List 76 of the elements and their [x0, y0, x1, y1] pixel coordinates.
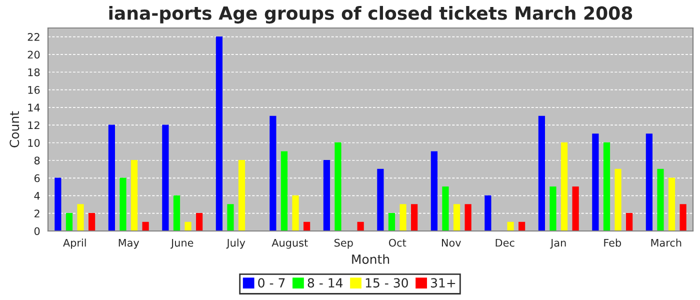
- x-tick-label: Nov: [442, 238, 461, 247]
- x-tick-label: Oct: [388, 238, 406, 247]
- x-tick-label: Sep: [334, 238, 353, 249]
- bar: [507, 222, 514, 231]
- bar: [270, 116, 276, 231]
- y-tick-label: 8: [34, 156, 40, 164]
- bar: [646, 134, 652, 231]
- bar: [216, 36, 222, 231]
- y-tick-label: 4: [34, 192, 40, 200]
- bar: [280, 151, 288, 231]
- y-axis-title: Count: [10, 111, 20, 148]
- bar: [603, 142, 610, 231]
- bar: [592, 134, 599, 231]
- legend-label: 0 - 7: [258, 278, 285, 288]
- y-tick-label: 14: [28, 104, 40, 112]
- bar: [680, 204, 686, 231]
- bar: [442, 186, 449, 231]
- bar: [518, 222, 526, 231]
- bar: [184, 222, 192, 231]
- x-tick-label: Feb: [604, 238, 622, 247]
- x-axis-title: Month: [352, 254, 390, 264]
- y-tick-label: 2: [34, 210, 40, 218]
- bar: [388, 213, 396, 231]
- bar: [377, 168, 384, 231]
- y-tick-label: 22: [28, 33, 40, 41]
- bar: [77, 204, 84, 231]
- bar: [292, 195, 299, 231]
- bar: [323, 160, 330, 231]
- bar: [626, 213, 633, 231]
- bar: [162, 124, 169, 231]
- bar: [142, 222, 149, 231]
- x-tick-label: May: [118, 238, 140, 249]
- bar: [464, 204, 472, 231]
- y-tick-label: 10: [28, 138, 40, 147]
- legend-label: 31+: [430, 278, 456, 288]
- bar: [54, 178, 62, 231]
- bar: [173, 195, 180, 231]
- y-tick-label: 18: [28, 68, 40, 76]
- bar: [66, 213, 73, 231]
- bar: [357, 222, 364, 231]
- x-tick-label: Dec: [496, 238, 514, 247]
- y-tick-label: 16: [28, 86, 40, 94]
- bar: [657, 168, 664, 231]
- bar: [130, 160, 138, 231]
- x-tick-label: Jan: [550, 238, 566, 249]
- bar: [227, 204, 234, 231]
- bar: [453, 204, 460, 231]
- chart-title: iana-ports Age groups of closed tickets March 2008: [109, 6, 632, 24]
- legend-label: 8 - 14: [308, 278, 343, 288]
- x-tick-label: April: [63, 238, 86, 249]
- y-tick-label: 6: [34, 174, 40, 182]
- y-tick-label: 12: [28, 121, 40, 130]
- bar: [400, 204, 406, 231]
- bar: [550, 186, 556, 231]
- bar: [238, 160, 246, 231]
- bar: [668, 178, 676, 231]
- bar: [614, 168, 622, 231]
- bar: [560, 142, 568, 231]
- bar: [88, 213, 96, 231]
- x-tick-label: August: [272, 238, 308, 249]
- bar: [572, 186, 579, 231]
- legend-label: 15 - 30: [366, 278, 408, 288]
- x-tick-label: March: [651, 238, 682, 247]
- bar: [120, 178, 126, 231]
- bar: [484, 195, 492, 231]
- bar: [430, 151, 438, 231]
- bar: [538, 116, 545, 231]
- y-tick-label: 20: [28, 50, 40, 59]
- bar: [334, 142, 342, 231]
- bar: [304, 222, 310, 231]
- y-tick-label: 0: [34, 227, 40, 236]
- x-tick-label: July: [226, 238, 246, 249]
- x-tick-label: June: [170, 238, 194, 249]
- bar: [411, 204, 418, 231]
- bar: [108, 124, 115, 231]
- bar: [196, 213, 203, 231]
